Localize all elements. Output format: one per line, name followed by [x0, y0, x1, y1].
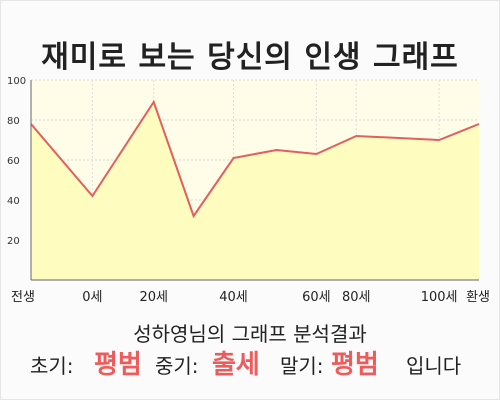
early-label: 초기:	[30, 354, 74, 378]
late-label: 말기:	[280, 354, 324, 378]
late-value: 평범	[331, 350, 379, 380]
life-line	[30, 99, 480, 219]
y-tick-label-100: 100	[7, 76, 26, 87]
x-tick-labels: 전생 0세 20세 40세 60세 80세 100세 환생	[11, 290, 490, 305]
x-tick-label: 80세	[342, 290, 371, 305]
mid-value: 출세	[212, 350, 260, 380]
x-tick-label: 20세	[139, 290, 168, 305]
axes	[30, 80, 479, 281]
early-value: 평범	[94, 350, 142, 380]
y-tick-label-20: 20	[7, 236, 20, 247]
y-tick-label-40: 40	[7, 196, 20, 207]
page-title: 재미로 보는 당신의 인생 그래프	[41, 40, 459, 75]
area-layer	[30, 99, 480, 280]
x-tick-label: 60세	[302, 290, 331, 305]
x-tick-label: 100세	[421, 290, 458, 305]
ending-text: 입니다	[406, 354, 462, 378]
x-tick-label: 0세	[82, 290, 102, 305]
y-tick-labels: 20 40 60 80 100	[7, 76, 26, 247]
mid-label: 중기:	[155, 354, 199, 378]
area-fill	[31, 102, 479, 280]
y-tick-label-80: 80	[7, 116, 20, 127]
analysis-subtitle: 성하영님의 그래프 분석결과	[133, 322, 367, 346]
x-tick-label: 환생	[466, 290, 490, 305]
x-tick-label: 전생	[11, 290, 35, 305]
x-tick-label: 40세	[219, 290, 248, 305]
y-tick-label-60: 60	[7, 156, 20, 167]
